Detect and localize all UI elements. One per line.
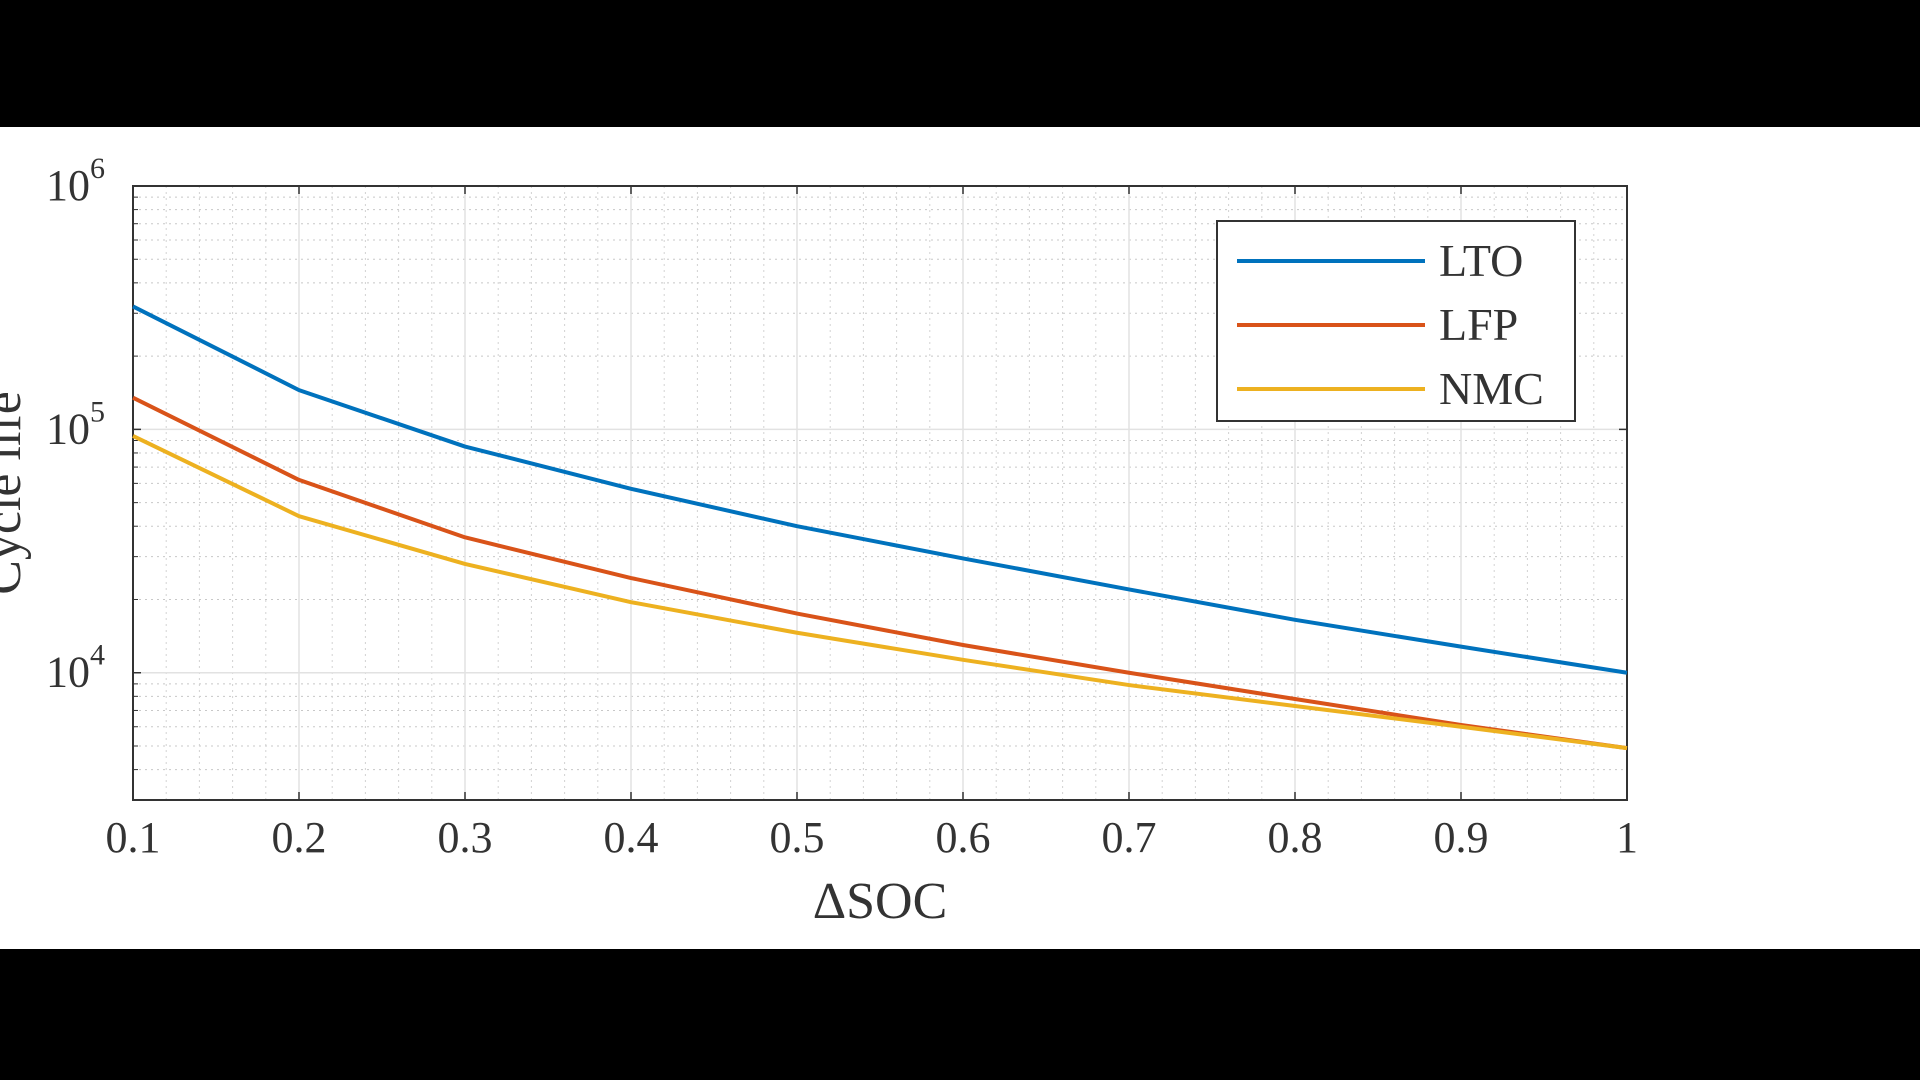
x-tick-label: 0.3 bbox=[438, 813, 493, 862]
y-tick-label: 106 bbox=[46, 152, 105, 210]
cycle-life-chart: 0.1 0.2 0.3 0.4 0.5 0.6 0.7 0.8 0.9 1 104 105 106 LT… bbox=[0, 152, 1638, 930]
x-tick-label: 0.5 bbox=[770, 813, 825, 862]
y-tick-label: 105 bbox=[46, 395, 105, 453]
x-tick-label: 0.8 bbox=[1268, 813, 1323, 862]
legend-label-nmc: NMC bbox=[1439, 363, 1544, 414]
x-tick-label: 0.7 bbox=[1102, 813, 1157, 862]
axes-layer: 0.1 0.2 0.3 0.4 0.5 0.6 0.7 0.8 0.9 1 104 105 106 bbox=[46, 152, 1638, 862]
series-line-lfp bbox=[132, 395, 1628, 751]
y-axis-label: Cycle life bbox=[0, 391, 32, 595]
x-tick-label: 0.2 bbox=[272, 813, 327, 862]
x-tick-label: 0.9 bbox=[1434, 813, 1489, 862]
legend: LTO LFP NMC bbox=[1216, 220, 1576, 422]
series-layer bbox=[132, 304, 1628, 751]
x-tick-label: 0.6 bbox=[936, 813, 991, 862]
legend-label-lto: LTO bbox=[1439, 235, 1523, 286]
y-tick-label: 104 bbox=[46, 639, 105, 697]
plot-frame bbox=[132, 185, 1628, 801]
chart-panel: 0.1 0.2 0.3 0.4 0.5 0.6 0.7 0.8 0.9 1 104 105 106 LT… bbox=[0, 127, 1920, 949]
x-tick-label: 1 bbox=[1616, 813, 1638, 862]
x-axis-label: ΔSOC bbox=[813, 873, 948, 930]
x-tick-label: 0.1 bbox=[106, 813, 161, 862]
x-tick-label: 0.4 bbox=[604, 813, 659, 862]
legend-label-lfp: LFP bbox=[1439, 299, 1518, 350]
series-line-nmc bbox=[132, 434, 1628, 751]
grid-layer bbox=[132, 185, 1628, 801]
series-line-lto bbox=[132, 304, 1628, 675]
